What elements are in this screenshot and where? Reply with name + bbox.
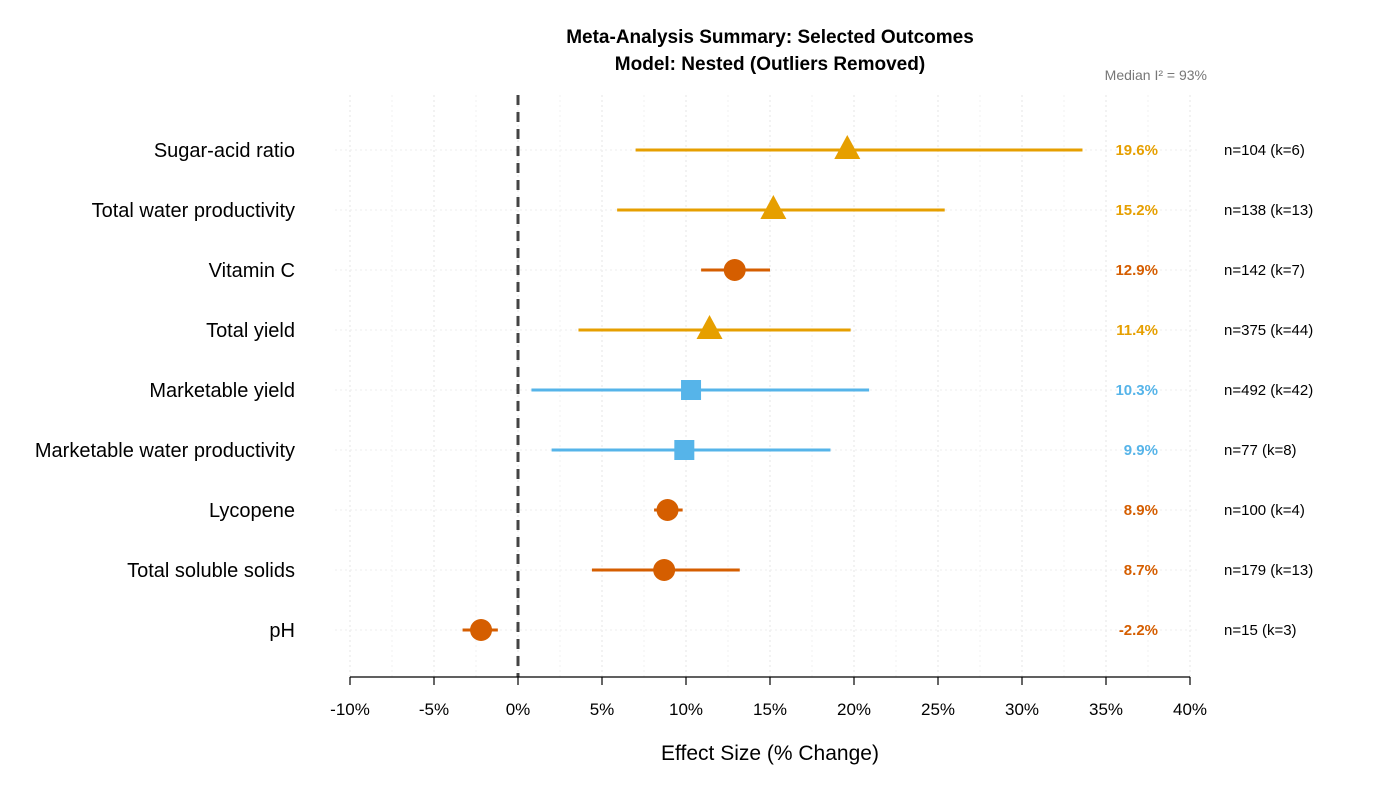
category-label: pH <box>269 620 295 642</box>
estimate-label: 12.9% <box>1115 262 1158 279</box>
chart-title: Meta-Analysis Summary: Selected Outcomes <box>566 27 974 48</box>
sample-size-label: n=179 (k=13) <box>1224 562 1313 579</box>
x-tick-label: -5% <box>419 700 449 719</box>
point-estimate-circle <box>723 259 746 281</box>
estimate-label: 8.9% <box>1124 502 1158 519</box>
x-axis: -10% -5% 0% 5% 10% 15% 20% 25% 30% 35% 40% <box>330 676 1207 719</box>
x-tick-label: 20% <box>837 700 871 719</box>
point-estimate-circle <box>653 559 676 581</box>
category-label: Total yield <box>206 320 295 342</box>
gridlines <box>335 95 1200 677</box>
forest-row: Total yield 11.4% n=375 (k=44) <box>206 315 1313 342</box>
sample-size-label: n=142 (k=7) <box>1224 262 1305 279</box>
heterogeneity-note: Median I² = 93% <box>1105 67 1207 83</box>
x-tick-label: 35% <box>1089 700 1123 719</box>
x-tick-label: 10% <box>669 700 703 719</box>
rows-layer: Sugar-acid ratio 19.6% n=104 (k=6) Total wa… <box>35 135 1313 642</box>
point-estimate-triangle <box>834 135 861 159</box>
category-label: Total water productivity <box>92 200 295 222</box>
category-label: Total soluble solids <box>127 560 295 582</box>
category-label: Marketable yield <box>149 380 295 402</box>
chart-subtitle: Model: Nested (Outliers Removed) <box>615 54 925 75</box>
x-tick-label: -10% <box>330 700 370 719</box>
forest-row: pH -2.2% n=15 (k=3) <box>269 619 1297 642</box>
forest-row: Total water productivity 15.2% n=138 (k=13… <box>92 195 1313 222</box>
forest-row: Total soluble solids 8.7% n=179 (k=13) <box>127 559 1313 582</box>
estimate-label: 9.9% <box>1124 442 1158 459</box>
category-label: Marketable water productivity <box>35 440 295 462</box>
estimate-label: 8.7% <box>1124 562 1158 579</box>
point-estimate-square <box>681 380 702 400</box>
forest-row: Lycopene 8.9% n=100 (k=4) <box>209 499 1305 522</box>
forest-row: Marketable yield 10.3% n=492 (k=42) <box>149 380 1313 402</box>
category-label: Lycopene <box>209 500 295 522</box>
sample-size-label: n=138 (k=13) <box>1224 202 1313 219</box>
x-tick-label: 5% <box>590 700 615 719</box>
forest-row: Vitamin C 12.9% n=142 (k=7) <box>209 259 1305 282</box>
point-estimate-square <box>674 440 695 460</box>
estimate-label: -2.2% <box>1119 622 1158 639</box>
x-tick-label: 40% <box>1173 700 1207 719</box>
estimate-label: 15.2% <box>1115 202 1158 219</box>
point-estimate-circle <box>470 619 493 641</box>
sample-size-label: n=100 (k=4) <box>1224 502 1305 519</box>
forest-row: Marketable water productivity 9.9% n=77 (k… <box>35 440 1297 462</box>
x-tick-label: 15% <box>753 700 787 719</box>
sample-size-label: n=15 (k=3) <box>1224 622 1297 639</box>
sample-size-label: n=492 (k=42) <box>1224 382 1313 399</box>
sample-size-label: n=104 (k=6) <box>1224 142 1305 159</box>
x-tick-label: 25% <box>921 700 955 719</box>
estimate-label: 11.4% <box>1116 322 1158 339</box>
estimate-label: 10.3% <box>1115 382 1158 399</box>
forest-row: Sugar-acid ratio 19.6% n=104 (k=6) <box>154 135 1305 162</box>
x-tick-label: 0% <box>506 700 531 719</box>
sample-size-label: n=77 (k=8) <box>1224 442 1297 459</box>
category-label: Sugar-acid ratio <box>154 140 295 162</box>
category-label: Vitamin C <box>209 260 295 282</box>
estimate-label: 19.6% <box>1115 142 1158 159</box>
sample-size-label: n=375 (k=44) <box>1224 322 1313 339</box>
x-tick-label: 30% <box>1005 700 1039 719</box>
x-axis-title: Effect Size (% Change) <box>661 742 879 765</box>
point-estimate-triangle <box>760 195 787 219</box>
point-estimate-circle <box>656 499 679 521</box>
point-estimate-triangle <box>696 315 723 339</box>
